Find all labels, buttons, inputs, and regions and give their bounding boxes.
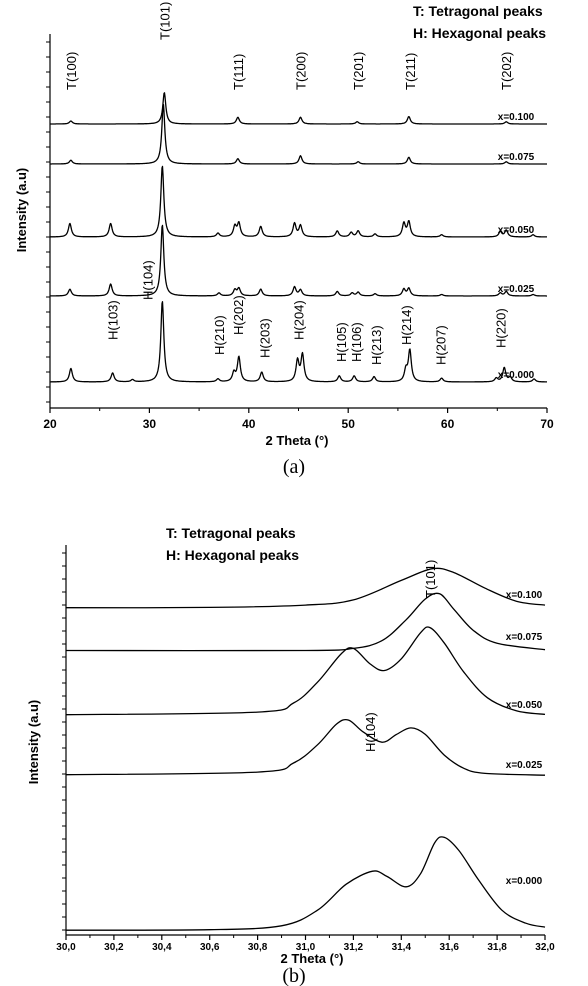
plot-a-y-label: Intensity (a.u) [14, 168, 29, 253]
plot-a-x-tick-label: 50 [342, 417, 356, 431]
plot-a-peak-label: T(211) [403, 53, 418, 90]
plot-a-x-tick-label: 60 [441, 417, 455, 431]
panel-b: 30,0 30,2 30,4 30,6 30,8 31,0 31,2 31,4 31,6 31,8… [26, 525, 555, 986]
plot-b-series-label: x=0.025 [506, 760, 543, 771]
plot-a-peak-label: H(213) [369, 325, 384, 365]
plot-b-legend-tetragonal: T: Tetragonal peaks [166, 525, 296, 541]
plot-b-series-labels: x=0.100 x=0.075 x=0.050 x=0.025 x=0.000 [506, 590, 543, 887]
plot-a-series-labels: x=0.100 x=0.075 x=0.050 x=0.025 x=0.000 [498, 112, 535, 381]
plot-a-x-tick-label: 20 [43, 417, 57, 431]
plot-a-legend-hexagonal: H: Hexagonal peaks [413, 25, 546, 41]
plot-b-x-tick-label: 31,6 [439, 942, 459, 953]
plot-a-y-ticks [46, 41, 50, 403]
panel-a: 20 30 40 50 60 70 x=0.100 x=0.075 x=0.050 x=0.02… [14, 2, 554, 478]
plot-b-x-tick-label: 30,0 [56, 942, 76, 953]
plot-a-peak-label: H(104) [140, 260, 155, 300]
plot-b-y-label: Intensity (a.u) [26, 700, 41, 785]
plot-a-peak-label: T(202) [499, 52, 514, 90]
plot-b-peak-labels: T(101) H(104) [363, 560, 438, 752]
plot-a-trace-5 [49, 301, 548, 383]
plot-b-x-label: 2 Theta (°) [281, 951, 344, 966]
plot-a-peak-label: H(210) [212, 315, 227, 355]
plot-b-x-tick-label: 31,0 [296, 942, 316, 953]
plot-a-peak-label: H(202) [231, 295, 246, 335]
plot-a-traces [49, 92, 548, 383]
plot-a-x-tick-label: 30 [143, 417, 157, 431]
plot-a-peak-label: T(200) [293, 52, 308, 90]
plot-a-x-tick-label: 40 [242, 417, 256, 431]
plot-a-series-label: x=0.050 [498, 225, 535, 236]
plot-a-series-label: x=0.100 [498, 112, 535, 123]
plot-a-series-label: x=0.025 [498, 284, 535, 295]
plot-b-trace-1 [65, 567, 546, 609]
plot-b-peak-label: H(104) [363, 712, 378, 752]
plot-a-peak-label: H(220) [493, 308, 508, 348]
plot-a-x-tick-label: 70 [540, 417, 554, 431]
plot-a-peak-label: H(203) [258, 318, 273, 358]
plot-a-peak-label: H(207) [434, 325, 449, 365]
plot-b-x-tick-label: 30,4 [152, 942, 172, 953]
plot-b-legend-hexagonal: H: Hexagonal peaks [166, 547, 299, 563]
plot-a-legend-tetragonal: T: Tetragonal peaks [413, 3, 543, 19]
plot-b-y-ticks [62, 552, 66, 931]
plot-b-caption: (b) [282, 965, 305, 986]
plot-a-peak-label: H(105) [334, 322, 349, 362]
plot-a-peak-label: T(201) [351, 52, 366, 90]
plot-a-peak-label: H(103) [106, 300, 121, 340]
plot-a-trace-1 [49, 92, 548, 125]
plot-b-x-tick-label: 30,6 [200, 942, 220, 953]
plot-a-peak-label: H(214) [399, 305, 414, 345]
plot-a-series-label: x=0.075 [498, 152, 535, 163]
plot-b-series-label: x=0.050 [506, 700, 543, 711]
plot-b-trace-5 [65, 836, 546, 931]
plot-b-x-tick-label: 31,8 [487, 942, 507, 953]
plot-b-x-tick-label: 32,0 [535, 942, 555, 953]
plot-b-trace-4 [65, 718, 546, 776]
plot-a-caption: (a) [283, 456, 305, 478]
plot-b-series-label: x=0.000 [506, 876, 543, 887]
plot-b-series-label: x=0.100 [506, 590, 543, 601]
plot-a-series-label: x=0.000 [498, 370, 535, 381]
plot-a-peak-label: T(101) [157, 2, 172, 40]
plot-a-peak-labels: T(100) T(101) T(111) T(200) T(201) T(211) T(20… [64, 2, 514, 365]
plot-b-trace-2 [65, 592, 546, 652]
plot-a-x-ticks: 20 30 40 50 60 70 [43, 408, 554, 431]
plot-a-peak-label: T(111) [231, 54, 246, 90]
plot-b-trace-3 [65, 626, 546, 716]
plot-b-series-label: x=0.075 [506, 632, 543, 643]
plot-b-x-tick-label: 30,8 [248, 942, 268, 953]
plot-b-x-tick-label: 31,4 [392, 942, 412, 953]
plot-b-x-tick-label: 30,2 [104, 942, 124, 953]
plot-a-peak-label: H(204) [292, 300, 307, 340]
plot-a-trace-2 [49, 103, 548, 165]
plot-b-x-tick-label: 31,2 [344, 942, 364, 953]
plot-b-traces [65, 567, 546, 931]
plot-b-x-ticks: 30,0 30,2 30,4 30,6 30,8 31,0 31,2 31,4 31,6 31,8… [56, 935, 555, 953]
plot-a-x-label: 2 Theta (°) [266, 433, 329, 448]
plot-a-peak-label: T(100) [64, 52, 79, 90]
plot-a-peak-label: H(106) [349, 322, 364, 362]
plot-b-peak-label: T(101) [423, 560, 438, 598]
plot-a-trace-3 [49, 165, 548, 238]
plot-a-trace-4 [49, 224, 548, 297]
